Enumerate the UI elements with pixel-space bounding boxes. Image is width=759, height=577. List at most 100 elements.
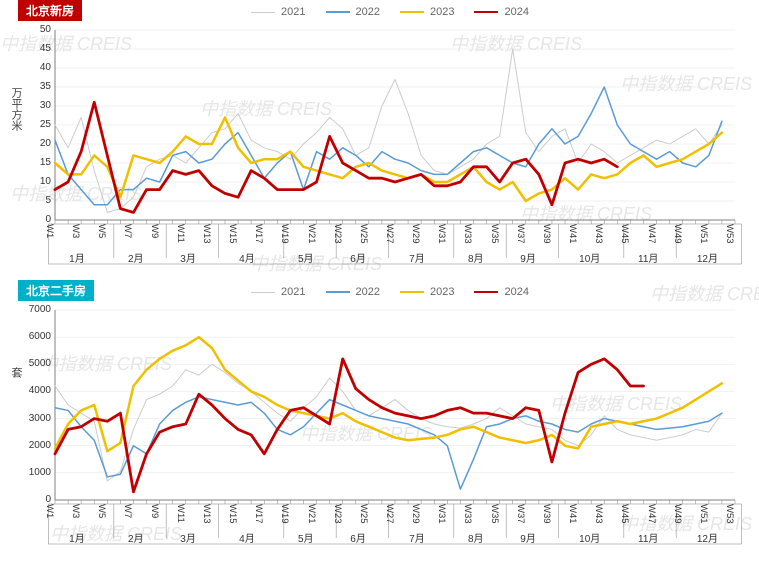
x-tick-week: W1 xyxy=(44,504,55,518)
x-month-label: 8月 xyxy=(468,530,484,545)
chart-beijing-secondhand: 北京二手房 2021202220232024 套 010002000300040… xyxy=(0,280,759,560)
x-tick-week: W9 xyxy=(149,504,160,518)
legend-label: 2023 xyxy=(430,6,454,18)
chart-beijing-new-homes: 北京新房 2021202220232024 万平方米 0510152025303… xyxy=(0,0,759,280)
x-tick-week: W7 xyxy=(122,504,133,518)
x-tick-week: W45 xyxy=(619,224,630,244)
x-tick-week: W53 xyxy=(724,224,735,244)
x-tick-week: W11 xyxy=(175,504,186,523)
x-tick-week: W31 xyxy=(436,504,447,524)
x-month-label: 11月 xyxy=(638,530,658,545)
y-tick-label: 35 xyxy=(21,81,51,92)
x-month-label: 10月 xyxy=(579,250,600,265)
x-tick-week: W51 xyxy=(698,224,709,244)
x-month-label: 12月 xyxy=(697,250,718,265)
x-tick-week: W49 xyxy=(672,504,683,524)
x-month-label: 10月 xyxy=(579,530,600,545)
x-month-label: 5月 xyxy=(298,250,314,265)
legend-swatch xyxy=(326,291,350,293)
legend-chart1: 2021 2022 2023 2024 xyxy=(220,6,560,18)
y-tick-label: 5000 xyxy=(21,358,51,369)
x-month-label: 1月 xyxy=(69,250,85,265)
x-month-label: 4月 xyxy=(239,250,255,265)
x-tick-week: W53 xyxy=(724,504,735,524)
x-month-label: 3月 xyxy=(180,530,196,545)
x-tick-week: W5 xyxy=(96,504,107,518)
legend-label: 2021 xyxy=(281,286,305,298)
chart1-title-badge: 北京新房 xyxy=(18,0,82,21)
x-tick-week: W13 xyxy=(201,224,212,244)
legend-swatch xyxy=(326,11,350,13)
x-tick-week: W19 xyxy=(279,224,290,244)
y-tick-label: 25 xyxy=(21,119,51,130)
x-tick-week: W3 xyxy=(70,224,81,238)
x-month-label: 2月 xyxy=(128,250,144,265)
legend-label: 2024 xyxy=(504,286,528,298)
y-tick-label: 4000 xyxy=(21,385,51,396)
x-tick-week: W25 xyxy=(358,504,369,524)
x-tick-week: W27 xyxy=(384,224,395,244)
x-month-label: 6月 xyxy=(350,250,366,265)
series-2022 xyxy=(55,87,722,205)
x-tick-week: W11 xyxy=(175,224,186,243)
x-tick-week: W41 xyxy=(567,504,578,524)
legend-item: 2021 xyxy=(251,286,305,298)
legend-item: 2021 xyxy=(251,6,305,18)
y-tick-label: 6000 xyxy=(21,331,51,342)
x-tick-week: W21 xyxy=(306,504,317,524)
x-tick-week: W25 xyxy=(358,224,369,244)
x-tick-week: W9 xyxy=(149,224,160,238)
x-tick-week: W1 xyxy=(44,224,55,238)
x-tick-week: W13 xyxy=(201,504,212,524)
x-month-label: 2月 xyxy=(128,530,144,545)
legend-label: 2022 xyxy=(356,286,380,298)
x-tick-week: W31 xyxy=(436,224,447,244)
x-tick-week: W21 xyxy=(306,224,317,244)
x-tick-week: W39 xyxy=(541,224,552,244)
x-tick-week: W39 xyxy=(541,504,552,524)
x-tick-week: W47 xyxy=(646,504,657,524)
x-tick-week: W37 xyxy=(515,504,526,524)
y-tick-label: 2000 xyxy=(21,440,51,451)
x-month-label: 9月 xyxy=(520,250,536,265)
y-tick-label: 7000 xyxy=(21,304,51,315)
legend-swatch xyxy=(474,291,498,294)
y-tick-label: 40 xyxy=(21,62,51,73)
x-tick-week: W51 xyxy=(698,504,709,524)
x-tick-week: W33 xyxy=(462,504,473,524)
x-month-label: 4月 xyxy=(239,530,255,545)
x-tick-week: W35 xyxy=(489,224,500,244)
chart2-plot xyxy=(55,310,735,500)
y-tick-label: 45 xyxy=(21,43,51,54)
legend-item: 2022 xyxy=(326,6,380,18)
y-tick-label: 1000 xyxy=(21,467,51,478)
x-tick-week: W17 xyxy=(253,224,264,244)
x-month-label: 5月 xyxy=(298,530,314,545)
x-tick-week: W47 xyxy=(646,224,657,244)
x-month-label: 6月 xyxy=(350,530,366,545)
legend-item: 2023 xyxy=(400,6,454,18)
y-tick-label: 10 xyxy=(21,176,51,187)
x-tick-week: W3 xyxy=(70,504,81,518)
legend-item: 2024 xyxy=(474,6,528,18)
x-month-label: 9月 xyxy=(520,530,536,545)
legend-item: 2022 xyxy=(326,286,380,298)
legend-chart2: 2021202220232024 xyxy=(220,286,560,298)
y-tick-label: 50 xyxy=(21,24,51,35)
x-month-label: 1月 xyxy=(69,530,85,545)
y-tick-label: 15 xyxy=(21,157,51,168)
chart1-plot xyxy=(55,30,735,220)
x-month-label: 11月 xyxy=(638,250,658,265)
y-tick-label: 3000 xyxy=(21,413,51,424)
y-tick-label: 30 xyxy=(21,100,51,111)
x-tick-week: W19 xyxy=(279,504,290,524)
x-month-label: 8月 xyxy=(468,250,484,265)
x-tick-week: W29 xyxy=(410,224,421,244)
x-tick-week: W41 xyxy=(567,224,578,244)
x-month-label: 7月 xyxy=(409,530,425,545)
y-tick-label: 20 xyxy=(21,138,51,149)
legend-label: 2022 xyxy=(356,6,380,18)
x-tick-week: W17 xyxy=(253,504,264,524)
y-tick-label: 5 xyxy=(21,195,51,206)
legend-swatch xyxy=(251,292,275,293)
